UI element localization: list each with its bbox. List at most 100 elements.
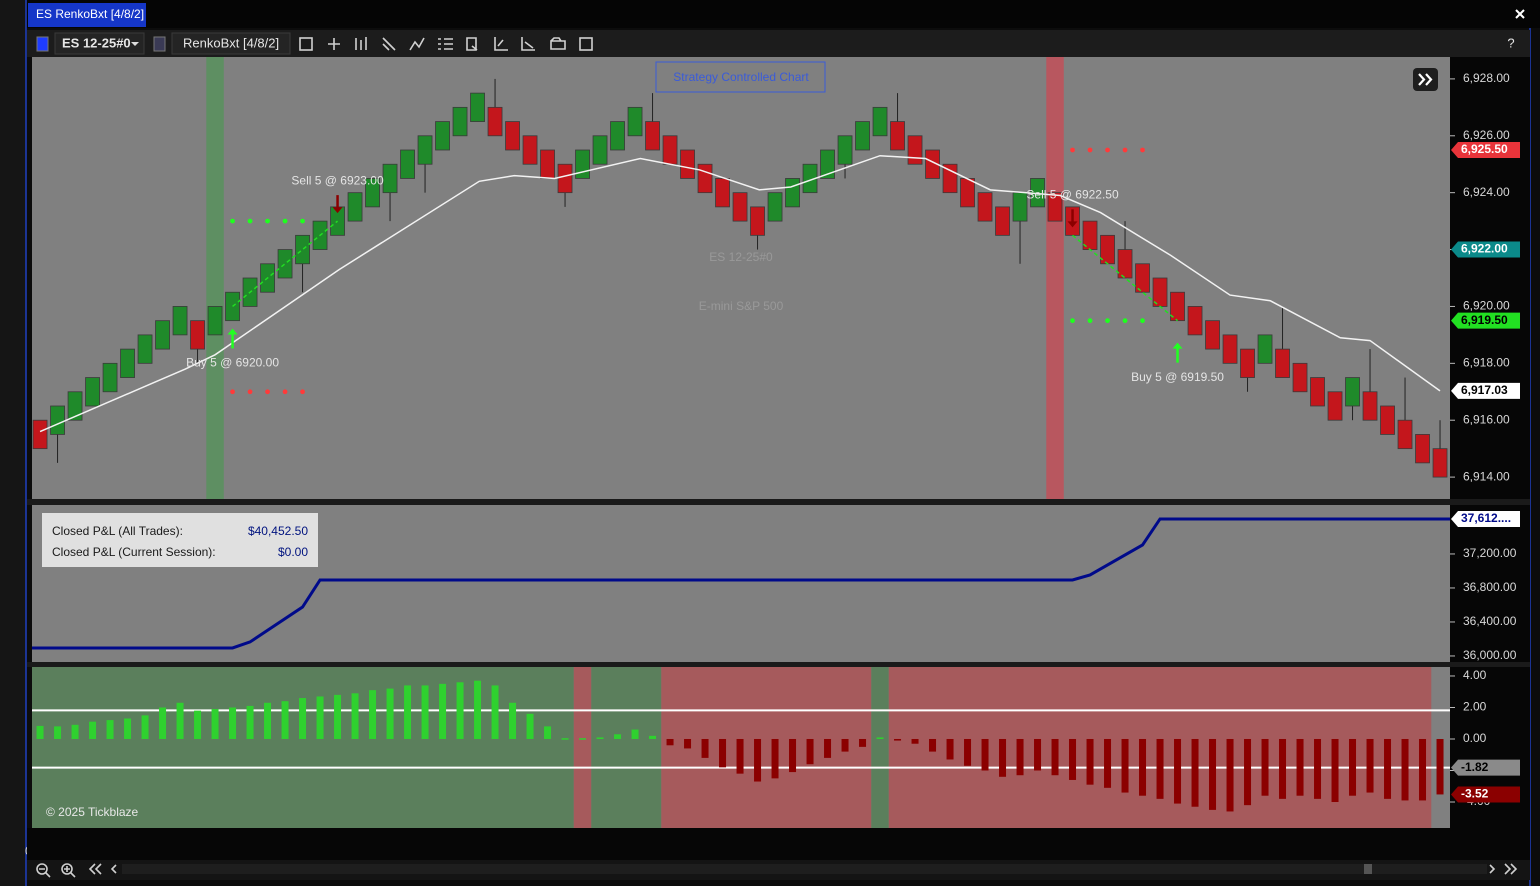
candle-body (347, 192, 363, 222)
candle-body (960, 178, 975, 208)
window-title: ES RenkoBxt [4/8/2] (36, 7, 144, 21)
candle-body (1240, 348, 1255, 378)
strategy-label: Strategy Controlled Chart (673, 70, 809, 84)
histogram-bar (264, 702, 272, 739)
histogram-bar (281, 701, 289, 739)
level-dot (1105, 147, 1110, 153)
price-marker (1451, 312, 1520, 329)
color-swatch[interactable] (153, 36, 166, 52)
candle-body (1292, 362, 1308, 393)
histogram-bar (1174, 738, 1182, 804)
histogram-bar (386, 688, 394, 739)
histogram-bar (456, 682, 464, 739)
pnl-value: $0.00 (278, 545, 308, 559)
histogram-bar (404, 685, 412, 739)
level-dot (1122, 147, 1128, 153)
signal-region (661, 667, 872, 828)
price-marker-label: 37,612.... (1461, 511, 1511, 525)
candle-body (610, 121, 625, 151)
candle-body (1327, 391, 1343, 421)
candle-body (1135, 263, 1150, 293)
histogram-bar (999, 738, 1007, 777)
color-swatch[interactable] (36, 36, 49, 52)
help-button[interactable]: ? (1507, 35, 1514, 50)
trade-label: Buy 5 @ 6920.00 (186, 356, 279, 370)
candle-body (435, 121, 450, 151)
candle-body (225, 291, 240, 322)
candle-body (1362, 391, 1378, 421)
instrument-dropdown[interactable] (54, 32, 145, 55)
y-tick-label: 6,918.00 (1463, 356, 1510, 370)
candle-body (190, 320, 205, 350)
candle-body (662, 135, 678, 165)
histogram-bar (946, 738, 954, 760)
histogram-bar (736, 738, 744, 774)
histogram-bar (509, 702, 517, 739)
candle-body (137, 334, 153, 364)
histogram-bar (1331, 738, 1339, 803)
level-dot (1105, 318, 1110, 324)
histogram-bar (1226, 738, 1234, 812)
histogram-bar (806, 738, 814, 765)
histogram-bar (911, 738, 919, 744)
level-dot (282, 218, 288, 224)
candle-body (207, 306, 223, 336)
histogram-bar (474, 680, 482, 739)
pnl-label: Closed P&L (Current Session): (52, 545, 216, 559)
histogram-bar (1051, 738, 1059, 776)
candle-body (50, 405, 65, 435)
price-marker (1451, 142, 1520, 159)
histogram-bar (1069, 738, 1077, 780)
histogram-bar (579, 738, 587, 740)
candle-body (1432, 448, 1448, 478)
histogram-bar (1261, 738, 1269, 796)
chart-type-button[interactable] (171, 32, 291, 55)
histogram-bar (771, 738, 779, 779)
strategy-button[interactable] (655, 61, 826, 93)
candle-body (855, 121, 870, 151)
candle-body (907, 135, 923, 165)
expand-button[interactable] (1413, 68, 1438, 91)
window-tab[interactable] (28, 3, 146, 27)
y-tick-label: 36,800.00 (1463, 580, 1517, 594)
histogram-bar (141, 715, 149, 739)
level-dot (230, 218, 235, 224)
candle-body (452, 106, 468, 137)
pnl-value: $40,452.50 (248, 524, 308, 538)
panel-separator (27, 662, 1530, 667)
histogram-bar (719, 738, 727, 768)
level-dot (1070, 318, 1075, 324)
close-button[interactable] (1515, 9, 1525, 19)
signal-region (32, 667, 574, 828)
histogram-bar (981, 738, 989, 771)
scroll-controls[interactable] (36, 863, 1518, 878)
histogram-bar (526, 713, 534, 739)
moving-average (39, 154, 1441, 433)
candle-body (1205, 320, 1220, 350)
y-tick-label: 6,926.00 (1463, 128, 1510, 142)
histogram-bar (1384, 738, 1392, 799)
level-dot (1087, 318, 1093, 324)
candle-body (417, 135, 433, 165)
candle-body (1117, 249, 1133, 279)
histogram-bar (544, 726, 552, 739)
histogram-bar (631, 729, 639, 739)
histogram-bar (491, 685, 499, 739)
price-axis (1450, 57, 1530, 828)
histogram-bar (89, 721, 97, 739)
y-tick-label: 4.00 (1463, 668, 1487, 682)
level-dot (300, 389, 305, 395)
histogram-bar (1314, 738, 1322, 799)
signal-region (1046, 57, 1064, 499)
pnl-plot (32, 517, 1450, 650)
candle-body (592, 135, 608, 165)
toolbar-icons[interactable] (299, 37, 593, 51)
candle-body (1012, 192, 1028, 222)
trade-label: Buy 5 @ 6919.50 (1131, 370, 1224, 384)
histogram-bar (929, 738, 937, 752)
histogram-bar (1244, 738, 1252, 806)
y-tick-label: 36,000.00 (1463, 648, 1517, 662)
copyright: © 2025 Tickblaze (46, 805, 139, 819)
histogram-bar (334, 694, 342, 739)
price-marker-label: -1.82 (1461, 760, 1489, 774)
